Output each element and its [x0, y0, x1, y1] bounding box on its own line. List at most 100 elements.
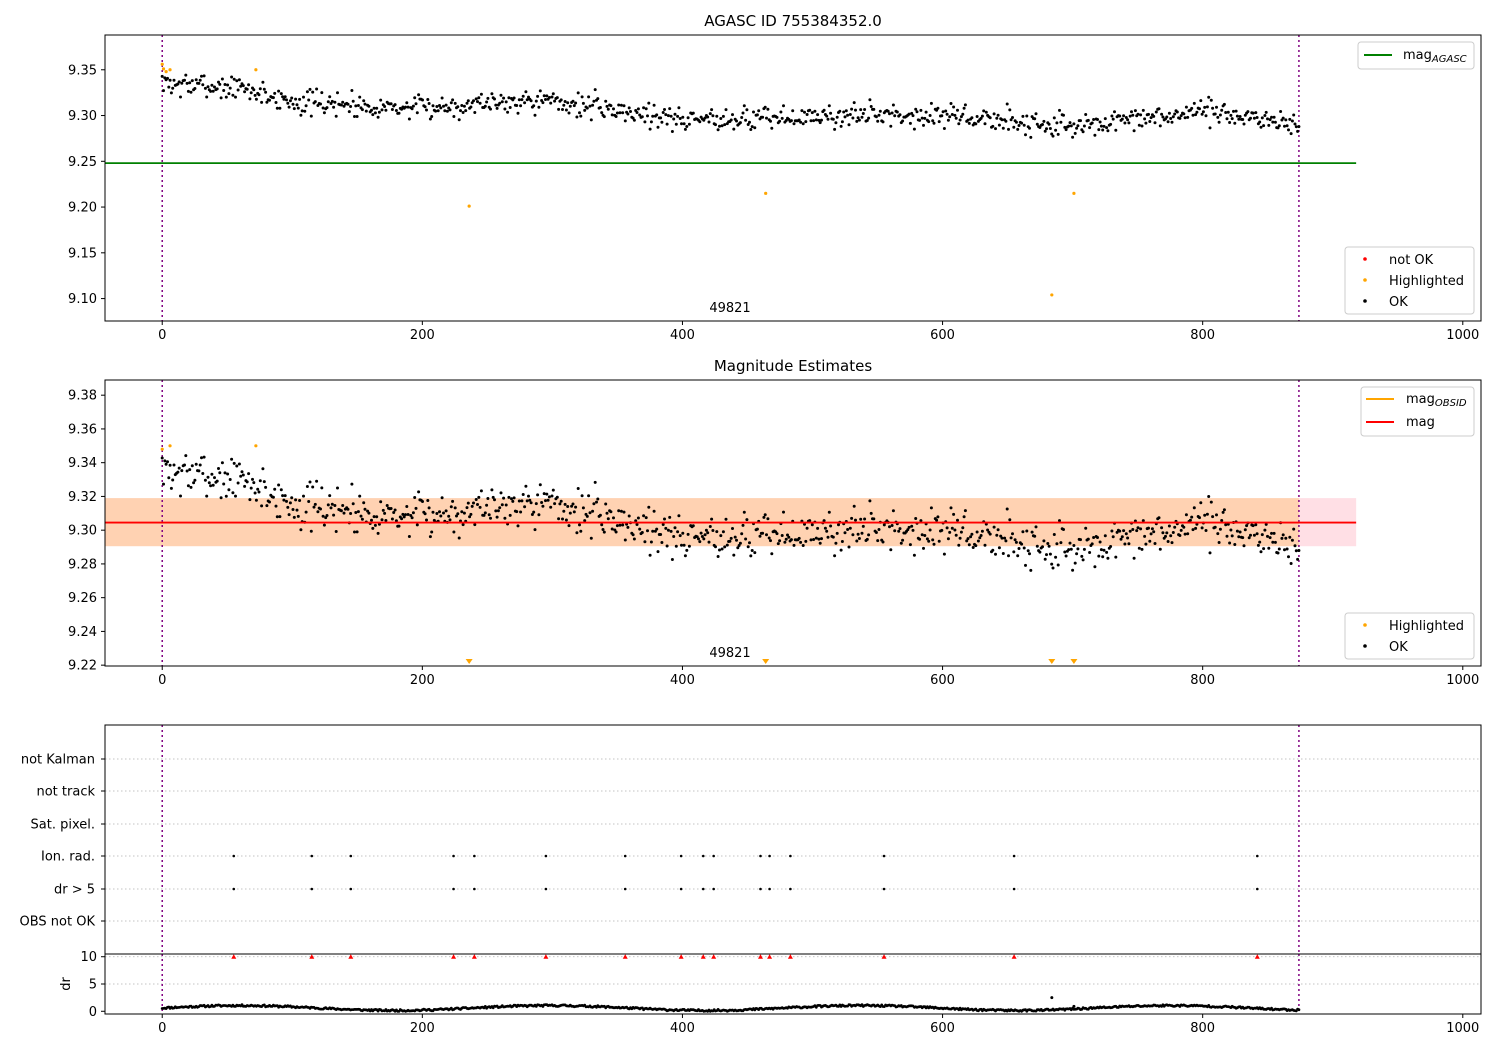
ok-point [687, 544, 691, 548]
ok-point [234, 95, 237, 99]
ok-point [576, 91, 580, 95]
ok-point [929, 101, 933, 105]
ok-point [589, 536, 593, 540]
ok-point [1167, 111, 1171, 115]
ok-point [1064, 554, 1068, 558]
ok-point [322, 523, 326, 527]
ok-point [300, 109, 304, 113]
ok-point [1252, 116, 1256, 120]
ok-point [1213, 112, 1217, 116]
ok-point [1143, 117, 1147, 121]
ok-point [1042, 539, 1046, 543]
ok-point [311, 485, 315, 489]
ok-point [686, 116, 690, 120]
ok-point [358, 95, 362, 99]
ok-point [477, 495, 481, 499]
ok-point [456, 105, 460, 109]
ok-point [716, 128, 720, 132]
ok-point [1235, 529, 1239, 533]
ok-point [333, 504, 337, 507]
ok-point [835, 531, 839, 535]
ok-point [541, 504, 545, 508]
ok-point [1016, 127, 1020, 131]
ok-point [553, 99, 557, 103]
ok-point [702, 537, 706, 541]
ok-point [1119, 537, 1123, 541]
ok-point [1062, 113, 1065, 117]
y-tick-label: 9.20 [68, 201, 97, 216]
ok-point [427, 506, 431, 510]
ok-point [881, 540, 885, 544]
ok-point [683, 127, 687, 131]
ok-point [443, 109, 447, 113]
ok-point [738, 541, 742, 545]
ok-point [749, 128, 753, 131]
ok-point [308, 480, 312, 484]
ok-point [1259, 550, 1263, 554]
highlighted-point [160, 447, 164, 451]
ok-point [1063, 125, 1067, 129]
ok-point [494, 103, 498, 107]
ok-point [240, 470, 244, 474]
ok-point [1090, 542, 1094, 546]
ok-point [1088, 551, 1092, 554]
ok-point [844, 109, 848, 113]
ok-point [576, 487, 580, 490]
ok-point [833, 554, 837, 558]
ok-point [606, 517, 610, 521]
ok-point [1114, 555, 1118, 559]
ok-point [1020, 121, 1024, 125]
ok-point [610, 527, 614, 531]
ok-point [758, 534, 762, 538]
ok-point [835, 115, 839, 119]
ok-point [944, 109, 948, 113]
ok-point [473, 523, 477, 527]
ok-point [252, 481, 256, 485]
ok-point [209, 89, 213, 93]
ok-point [681, 115, 685, 119]
y-tick-label: 10 [80, 950, 97, 965]
ok-point [281, 494, 285, 498]
ok-point [899, 541, 903, 545]
ok-point [413, 96, 417, 100]
ok-point [247, 472, 251, 476]
ok-point [421, 500, 424, 503]
ok-point [912, 127, 916, 131]
ok-point [740, 532, 744, 536]
ok-point [1069, 124, 1073, 128]
ok-point [636, 516, 640, 520]
ok-point [851, 533, 855, 537]
ok-point [629, 110, 632, 113]
ok-point [872, 517, 876, 521]
ok-point [254, 498, 258, 502]
ok-point [612, 107, 615, 111]
ok-point [1173, 525, 1177, 529]
flag-row-label: OBS not OK [20, 915, 96, 930]
ok-point [810, 523, 814, 527]
ok-point [1123, 121, 1127, 125]
ok-point [1289, 562, 1293, 565]
ok-point [451, 98, 455, 102]
flag-point [473, 854, 476, 858]
ok-point [183, 78, 186, 82]
ok-point [695, 535, 699, 539]
ok-point [868, 499, 872, 503]
ok-point [285, 499, 288, 503]
ok-point [767, 536, 771, 540]
ok-point [499, 93, 503, 97]
ok-point [524, 90, 528, 94]
ok-point [953, 528, 957, 532]
ok-point [168, 78, 172, 82]
ok-point [680, 543, 683, 547]
ok-point [889, 548, 893, 552]
ok-point [213, 85, 216, 89]
ok-point [553, 502, 557, 506]
ok-point [534, 99, 538, 103]
ok-point [404, 513, 407, 517]
ok-point [1011, 532, 1014, 536]
ok-point [846, 113, 850, 117]
ok-point [878, 109, 882, 113]
ok-point [171, 478, 175, 482]
ok-point [952, 512, 956, 516]
ok-point [697, 537, 700, 541]
